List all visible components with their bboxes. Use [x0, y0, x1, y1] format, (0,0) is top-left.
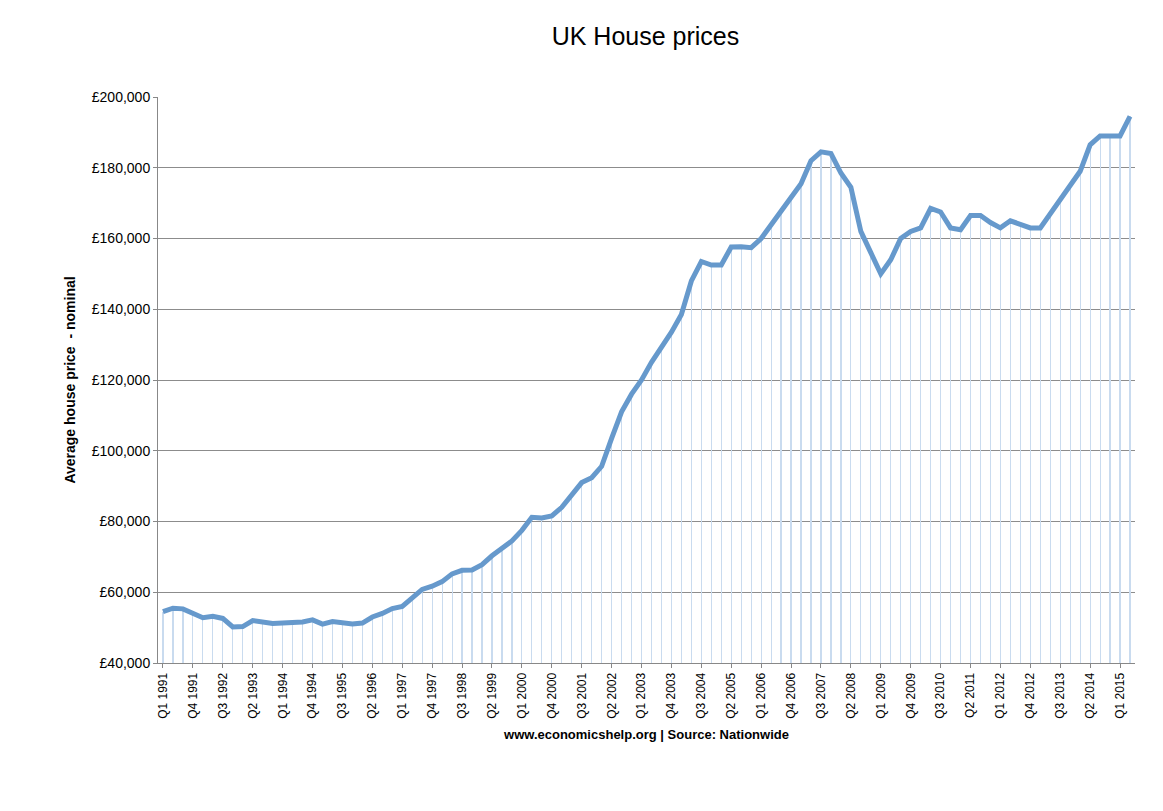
svg-text:£60,000: £60,000	[100, 584, 151, 600]
svg-text:Q4 1997: Q4 1997	[425, 672, 439, 718]
svg-text:UK House prices: UK House prices	[552, 22, 740, 50]
svg-text:Q4 1991: Q4 1991	[186, 672, 200, 718]
svg-text:£140,000: £140,000	[92, 301, 151, 317]
svg-text:Q2 2014: Q2 2014	[1083, 672, 1097, 718]
svg-text:Q4 2006: Q4 2006	[784, 672, 798, 718]
svg-text:Q2 1993: Q2 1993	[246, 672, 260, 718]
svg-text:Q1 1994: Q1 1994	[276, 672, 290, 718]
svg-text:Q1 1991: Q1 1991	[156, 672, 170, 718]
svg-text:Q1 2003: Q1 2003	[634, 672, 648, 718]
svg-text:Q3 2010: Q3 2010	[934, 672, 948, 718]
svg-text:Q3 1998: Q3 1998	[455, 672, 469, 718]
svg-text:Q3 2007: Q3 2007	[814, 672, 828, 718]
svg-text:Q3 1992: Q3 1992	[216, 672, 230, 718]
svg-text:Q3 2013: Q3 2013	[1053, 672, 1067, 718]
svg-text:£180,000: £180,000	[92, 160, 151, 176]
svg-text:Average house price - nominal: Average house price - nominal	[62, 276, 78, 483]
svg-text:Q3 2004: Q3 2004	[694, 672, 708, 718]
svg-text:Q1 2000: Q1 2000	[515, 672, 529, 718]
svg-text:£160,000: £160,000	[92, 230, 151, 246]
svg-text:Q1 2015: Q1 2015	[1113, 672, 1127, 718]
svg-text:Q2 1999: Q2 1999	[485, 672, 499, 718]
svg-text:Q3 2001: Q3 2001	[575, 672, 589, 718]
svg-text:£80,000: £80,000	[100, 513, 151, 529]
svg-text:Q1 2009: Q1 2009	[874, 672, 888, 718]
svg-text:Q4 2009: Q4 2009	[904, 672, 918, 718]
svg-text:Q3 1995: Q3 1995	[335, 672, 349, 718]
svg-text:Q2 2011: Q2 2011	[963, 672, 977, 717]
svg-text:£120,000: £120,000	[92, 372, 151, 388]
svg-text:Q2 2008: Q2 2008	[844, 672, 858, 718]
svg-text:Q4 2000: Q4 2000	[545, 672, 559, 718]
svg-text:Q2 2005: Q2 2005	[724, 672, 738, 718]
svg-text:Q1 1997: Q1 1997	[395, 672, 409, 718]
svg-text:Q1 2012: Q1 2012	[993, 672, 1007, 718]
svg-text:£40,000: £40,000	[100, 655, 151, 671]
svg-text:Q2 1996: Q2 1996	[365, 672, 379, 718]
svg-text:Q4 2012: Q4 2012	[1023, 672, 1037, 718]
svg-text:Q1 2006: Q1 2006	[754, 672, 768, 718]
svg-text:£100,000: £100,000	[92, 443, 151, 459]
svg-text:Q4 2003: Q4 2003	[664, 672, 678, 718]
svg-text:Q4 1994: Q4 1994	[305, 672, 319, 718]
svg-text:£200,000: £200,000	[92, 89, 151, 105]
svg-text:Q2 2002: Q2 2002	[605, 672, 619, 718]
svg-text:www.economicshelp.org | Source: www.economicshelp.org | Source: Nationwi…	[503, 727, 789, 742]
